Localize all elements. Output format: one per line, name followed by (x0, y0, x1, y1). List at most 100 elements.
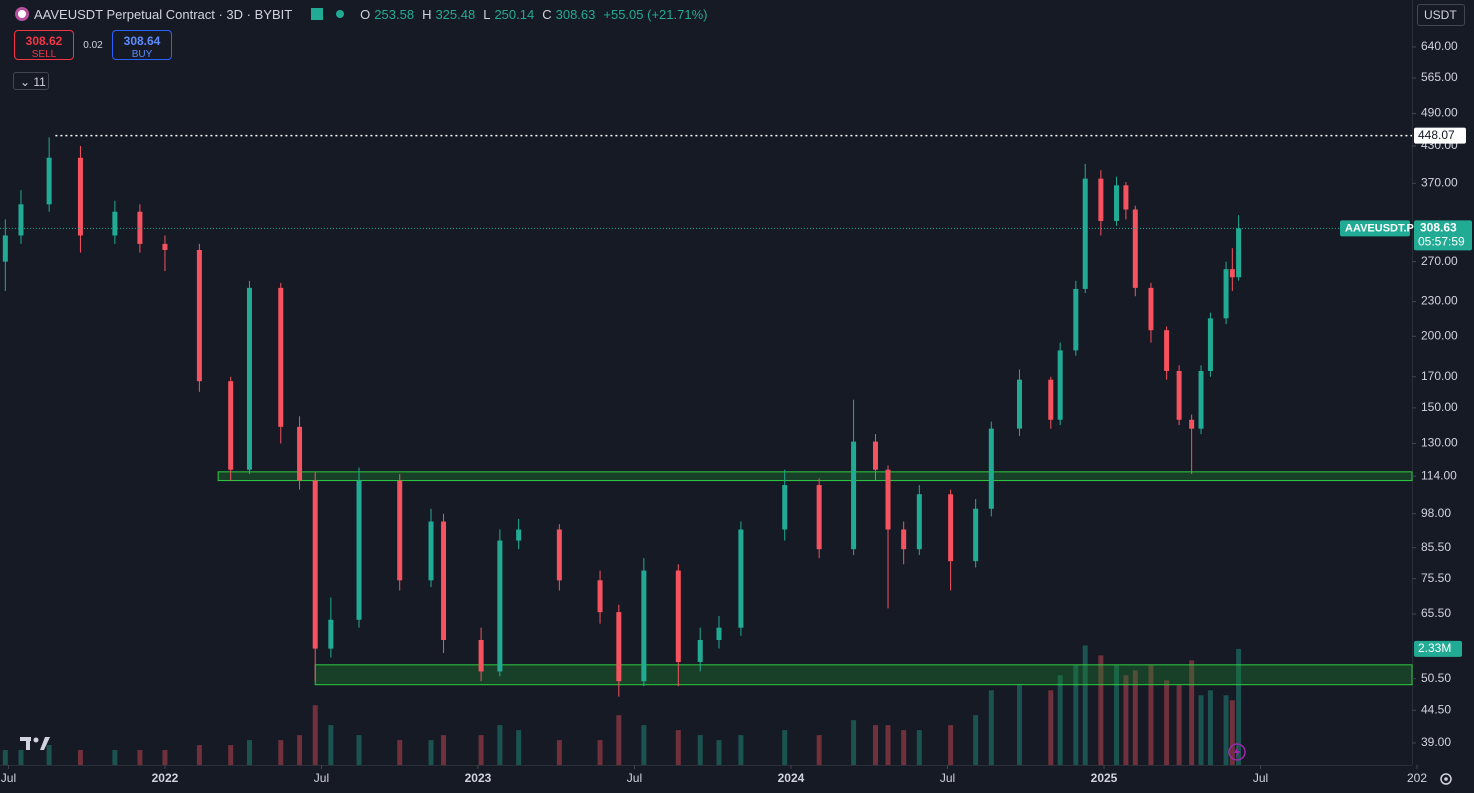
candle-body (428, 521, 434, 581)
candle-body (297, 426, 303, 481)
volume-bar (478, 735, 484, 765)
candle-body (1223, 269, 1229, 319)
candle-body (948, 494, 954, 562)
volume-bar (885, 725, 891, 765)
x-tick-label: Jul (1, 771, 16, 785)
volume-bar (1123, 675, 1129, 765)
volume-bar (988, 690, 994, 765)
volume-bar (1098, 655, 1104, 765)
volume-bar (597, 740, 603, 765)
candle-body (901, 529, 907, 550)
candle-body (782, 485, 788, 530)
candle-body (328, 619, 334, 649)
currency: USDT (1424, 8, 1457, 22)
candle-body (1176, 370, 1182, 420)
volume-bar (1198, 695, 1204, 765)
candle-body (196, 249, 202, 382)
ohlc-value: 253.58 (374, 6, 415, 22)
symbol-icon (15, 7, 29, 21)
candle-body (18, 204, 24, 236)
y-tick-label: 370.00 (1421, 175, 1458, 189)
settings-icon[interactable] (1440, 773, 1452, 785)
y-tick-label: 200.00 (1421, 328, 1458, 342)
volume-bar (1132, 670, 1138, 765)
candle-body (675, 570, 681, 663)
y-tick-label: 640.00 (1421, 39, 1458, 53)
y-tick-label: 85.50 (1421, 540, 1451, 554)
volume-bar (1048, 690, 1054, 765)
volume-bar (816, 735, 822, 765)
x-tick-label: Jul (627, 771, 642, 785)
volume-bar (675, 730, 681, 765)
volume-bar (312, 705, 318, 765)
volume-bar (1189, 660, 1195, 765)
indicator-count: 11 (33, 75, 46, 89)
symbol-title[interactable]: AAVEUSDT Perpetual Contract · 3D · BYBIT (34, 6, 293, 22)
candle-body (1082, 178, 1088, 289)
x-tick-label: Jul (940, 771, 955, 785)
alert-icon[interactable] (1228, 743, 1246, 761)
volume-bar (397, 740, 403, 765)
volume-bar (716, 740, 722, 765)
candle-body (516, 529, 522, 541)
candle-body (77, 157, 83, 236)
candle-body (1198, 370, 1204, 429)
sell-button[interactable]: 308.62 SELL (14, 30, 74, 60)
ohlc-change: +55.05 (+21.71%) (603, 6, 708, 22)
axis-border (0, 765, 1412, 766)
ohlc-value: 325.48 (435, 6, 476, 22)
symbol-label-box (1340, 220, 1410, 237)
x-tick-label: 2025 (1091, 771, 1118, 785)
volume-bar (18, 750, 24, 765)
header: AAVEUSDT Perpetual Contract · 3D · BYBIT… (14, 6, 711, 22)
candle-body (1236, 228, 1242, 278)
x-tick-label: 2023 (465, 771, 492, 785)
sell-price: 308.62 (25, 34, 63, 48)
candle-body (497, 540, 503, 672)
currency-select[interactable]: USDT (1417, 4, 1465, 26)
volume-bar (948, 725, 954, 765)
volume-bar (1073, 665, 1079, 765)
volume-label: 2.33M (1418, 641, 1451, 655)
candle-body (1073, 288, 1079, 351)
candle-body (738, 529, 744, 628)
candle-body (816, 485, 822, 550)
candle-body (885, 469, 891, 530)
buy-button[interactable]: 308.64 BUY (112, 30, 172, 60)
settings-icon (1444, 777, 1448, 781)
y-tick-label: 50.50 (1421, 671, 1451, 685)
volume-bar (356, 735, 362, 765)
volume-bar (1236, 648, 1242, 765)
volume-bar (1223, 695, 1229, 765)
indicator-toggle[interactable]: ⌄ 11 (13, 72, 49, 90)
flag-icon[interactable] (310, 7, 324, 21)
volume-bar (297, 735, 303, 765)
ohlc-key: L (483, 6, 491, 22)
volume-bar (851, 720, 857, 765)
volume-bar (1164, 680, 1170, 765)
candle-body (1164, 330, 1170, 371)
volume-bar (516, 730, 522, 765)
volume-bar (782, 730, 788, 765)
price-label-box (1414, 220, 1472, 251)
candle-body (973, 508, 979, 562)
candle-body (851, 441, 857, 550)
price-label: 308.63 (1420, 221, 1457, 235)
volume-bar (697, 735, 703, 765)
trade-panel: 308.62 SELL 0.02 308.64 BUY (14, 30, 172, 60)
x-tick-label: Jul (1253, 771, 1268, 785)
candle-body (1229, 269, 1235, 278)
candle-body (1048, 379, 1054, 420)
y-tick-label: 130.00 (1421, 436, 1458, 450)
volume-bar (738, 735, 744, 765)
high-label-box (1414, 127, 1466, 144)
y-tick-label: 270.00 (1421, 254, 1458, 268)
candle-body (716, 627, 722, 641)
volume-bar (137, 750, 143, 765)
candle-body (162, 243, 168, 250)
volume-bar (162, 750, 168, 765)
candle-body (1123, 185, 1129, 210)
alert-icon (1234, 746, 1240, 758)
